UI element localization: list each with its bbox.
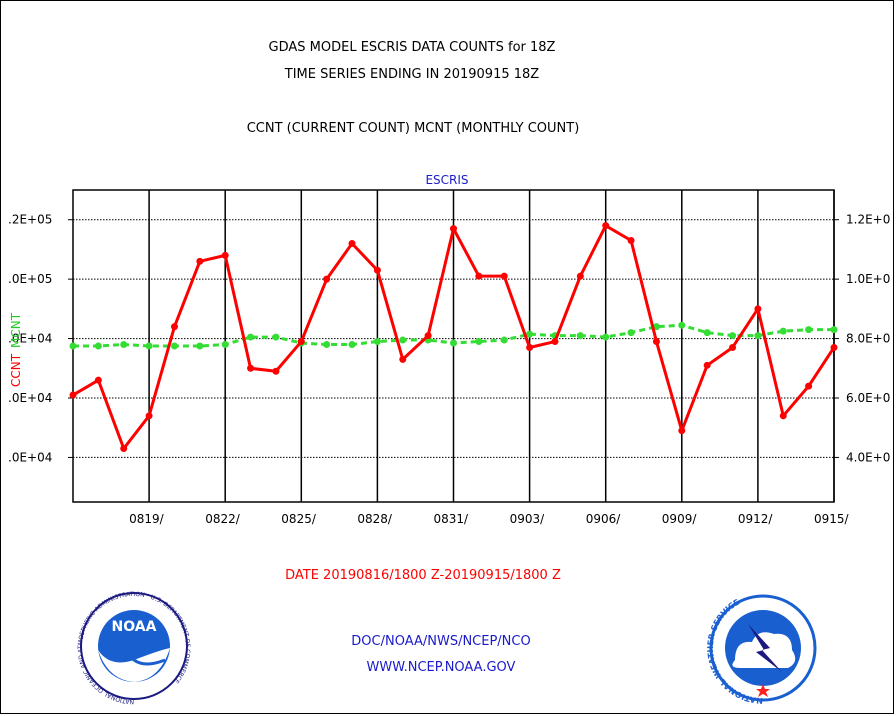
chart-title-line1: GDAS MODEL ESCRIS DATA COUNTS for 18Z [269, 40, 556, 55]
data-point-ccnt [94, 376, 102, 384]
x-tick-label: 0912/ [738, 512, 774, 526]
date-range-label: DATE 20190816/1800 Z-20190915/1800 Z [285, 568, 561, 583]
data-point-mcnt [805, 326, 813, 334]
data-point-mcnt [196, 342, 204, 350]
data-point-ccnt [247, 364, 255, 372]
data-point-mcnt [779, 327, 787, 335]
data-point-ccnt [526, 343, 534, 351]
data-point-mcnt [450, 339, 457, 347]
x-tick-label: 0822/ [205, 512, 241, 526]
data-point-mcnt [500, 336, 508, 344]
data-point-ccnt [297, 338, 305, 346]
data-point-ccnt [602, 222, 610, 230]
data-point-ccnt [450, 225, 457, 233]
data-point-ccnt [779, 412, 787, 420]
y-tick-label-right: 8.0E+0 [846, 332, 890, 346]
data-point-mcnt [754, 332, 762, 340]
data-point-mcnt [678, 321, 686, 329]
ylabel-ccnt: CCNT [9, 353, 23, 387]
x-tick-label: 0825/ [281, 512, 317, 526]
data-point-ccnt [754, 305, 762, 313]
chart-title-line2: TIME SERIES ENDING IN 20190915 18Z [284, 67, 540, 82]
series-layer [69, 222, 838, 453]
noaa-logo: NOAA NATIONAL OCEANIC AND ATMOSPHERIC AD… [77, 591, 191, 705]
data-point-ccnt [373, 266, 381, 274]
chart-subtitle: CCNT (CURRENT COUNT) MCNT (MONTHLY COUNT… [247, 121, 580, 136]
data-point-mcnt [323, 341, 331, 349]
data-point-mcnt [272, 333, 280, 341]
y-tick-label-right: 1.0E+0 [846, 272, 890, 286]
data-point-ccnt [627, 237, 635, 245]
data-point-mcnt [373, 338, 381, 346]
data-point-mcnt [170, 342, 178, 350]
data-point-mcnt [69, 342, 77, 350]
y-tick-label-left: .0E+05 [8, 272, 52, 286]
url-line: WWW.NCEP.NOAA.GOV [367, 660, 516, 675]
data-point-ccnt [272, 367, 280, 375]
plot-title: ESCRIS [425, 173, 468, 187]
data-point-ccnt [120, 445, 128, 453]
nws-logo: NATIONAL WEATHER SERVICE [706, 594, 817, 705]
y-tick-label-left: .0E+04 [8, 332, 52, 346]
y-tick-label-right: 4.0E+0 [846, 450, 890, 464]
y-tick-label-right: 6.0E+0 [846, 391, 890, 405]
data-point-mcnt [602, 333, 610, 341]
data-point-ccnt [729, 343, 737, 351]
data-point-ccnt [145, 412, 153, 420]
x-tick-label: 0903/ [510, 512, 546, 526]
data-point-mcnt [475, 338, 483, 346]
x-tick-label: 0915/ [814, 512, 850, 526]
data-point-mcnt [145, 342, 153, 350]
y-tick-label-left: .2E+05 [8, 213, 52, 227]
data-point-mcnt [830, 326, 838, 334]
y-tick-label-left: .0E+04 [8, 391, 52, 405]
data-point-ccnt [69, 391, 77, 399]
data-point-mcnt [94, 342, 102, 350]
data-point-mcnt [120, 341, 128, 349]
data-point-ccnt [424, 332, 432, 340]
nws-star-icon [756, 684, 770, 697]
data-point-ccnt [703, 361, 711, 369]
data-point-mcnt [526, 330, 534, 338]
x-tick-label: 0819/ [129, 512, 165, 526]
x-tick-label: 0831/ [434, 512, 470, 526]
data-point-mcnt [627, 329, 635, 337]
org-line: DOC/NOAA/NWS/NCEP/NCO [351, 634, 530, 649]
data-point-mcnt [348, 341, 356, 349]
data-point-ccnt [348, 239, 356, 247]
y-tick-label-left: .0E+04 [8, 450, 52, 464]
ylabel-mcnt: MCNT [9, 312, 23, 348]
data-point-ccnt [500, 272, 508, 280]
noaa-logo-wordmark: NOAA [112, 619, 157, 635]
x-tick-label: 0906/ [586, 512, 622, 526]
data-point-mcnt [399, 336, 407, 344]
y-tick-label-right: 1.2E+0 [846, 213, 890, 227]
data-point-ccnt [652, 338, 660, 346]
series-ccnt [69, 222, 838, 453]
data-point-ccnt [678, 427, 686, 435]
data-point-ccnt [475, 272, 483, 280]
data-point-mcnt [576, 332, 584, 340]
data-point-ccnt [576, 272, 584, 280]
data-point-ccnt [805, 382, 813, 390]
tick-labels: 0819/0822/0825/0828/0831/0903/0906/0909/… [8, 213, 890, 526]
data-point-mcnt [703, 329, 711, 337]
data-point-ccnt [830, 343, 838, 351]
data-point-ccnt [221, 251, 229, 259]
data-point-ccnt [170, 323, 178, 331]
data-point-ccnt [196, 257, 204, 265]
data-point-ccnt [551, 338, 559, 346]
x-tick-label: 0909/ [662, 512, 698, 526]
data-point-mcnt [247, 333, 255, 341]
data-point-ccnt [399, 355, 407, 363]
data-point-ccnt [323, 275, 331, 283]
x-tick-label: 0828/ [357, 512, 393, 526]
data-point-mcnt [729, 332, 737, 340]
data-point-mcnt [221, 341, 229, 349]
